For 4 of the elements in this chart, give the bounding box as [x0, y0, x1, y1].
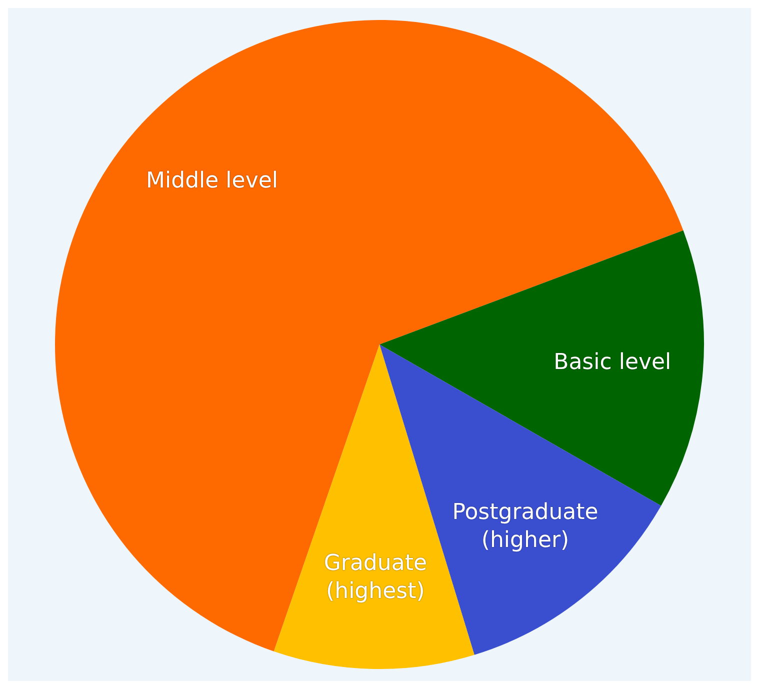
- slice-label: Postgraduate (higher): [452, 500, 598, 553]
- slice-label: Basic level: [554, 350, 672, 375]
- slice-label: Graduate (highest): [324, 550, 427, 604]
- slice-label: Middle level: [146, 168, 278, 194]
